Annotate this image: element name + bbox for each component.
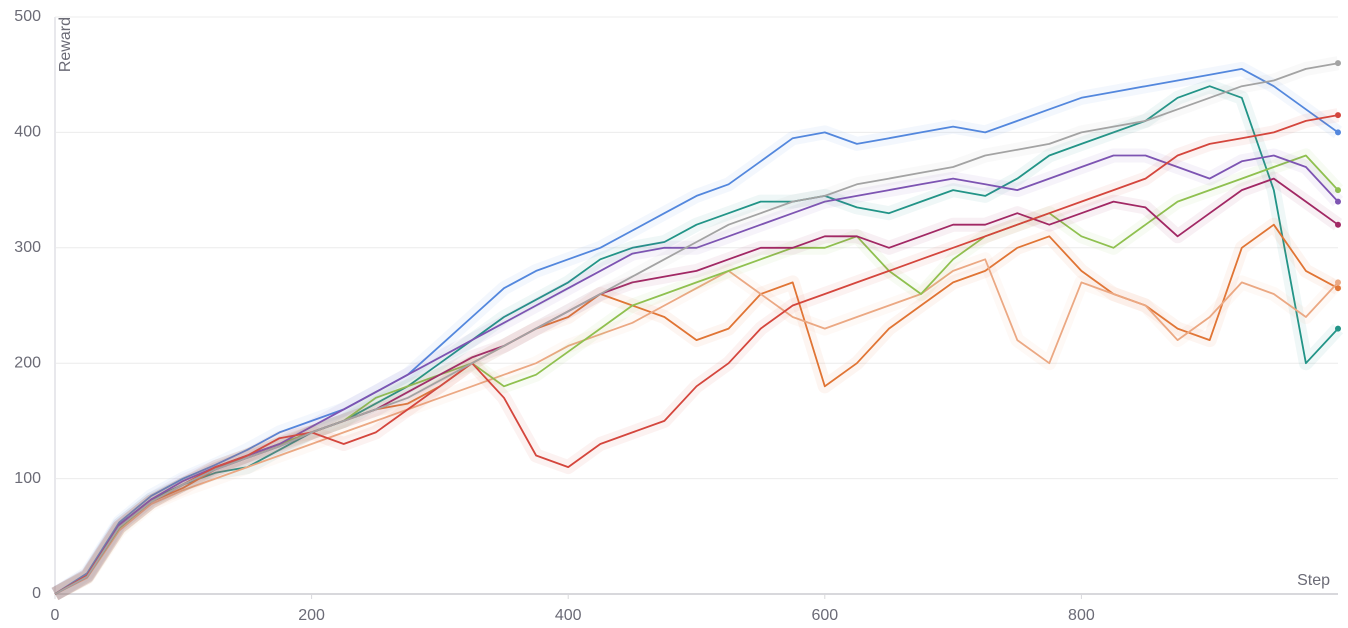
series-line [54, 68, 1339, 595]
series-end-dot [1335, 285, 1341, 292]
series-end-dot [1335, 60, 1341, 67]
series-line [54, 62, 1339, 595]
series-end-dot [1335, 325, 1341, 332]
series-end-dot [1335, 112, 1341, 119]
series-end-dot [1335, 198, 1341, 205]
series-end-dot [1335, 129, 1341, 136]
series-line [54, 114, 1339, 595]
y-tick-label: 0 [32, 585, 41, 602]
series-line [54, 258, 1339, 595]
x-axis-label: Step [1297, 572, 1330, 589]
x-tick-label: 600 [811, 607, 838, 624]
x-tick-label: 400 [555, 607, 582, 624]
y-axis-label: Reward [57, 17, 74, 72]
y-tick-label: 100 [14, 470, 41, 487]
y-tick-label: 200 [14, 354, 41, 371]
y-tick-label: 400 [14, 124, 41, 141]
series-band [51, 108, 1340, 601]
series-line [54, 154, 1339, 595]
series-band [51, 61, 1343, 600]
series-end-dot [1335, 279, 1341, 286]
y-tick-label: 500 [14, 8, 41, 25]
series-line [54, 85, 1339, 595]
y-tick-label: 300 [14, 239, 41, 256]
series-band [51, 56, 1340, 601]
series-band [51, 252, 1344, 601]
x-tick-label: 200 [298, 607, 325, 624]
x-tick-label: 800 [1068, 607, 1095, 624]
x-tick-label: 0 [51, 607, 60, 624]
series-end-dot [1335, 221, 1341, 228]
series-end-dot [1335, 187, 1341, 194]
